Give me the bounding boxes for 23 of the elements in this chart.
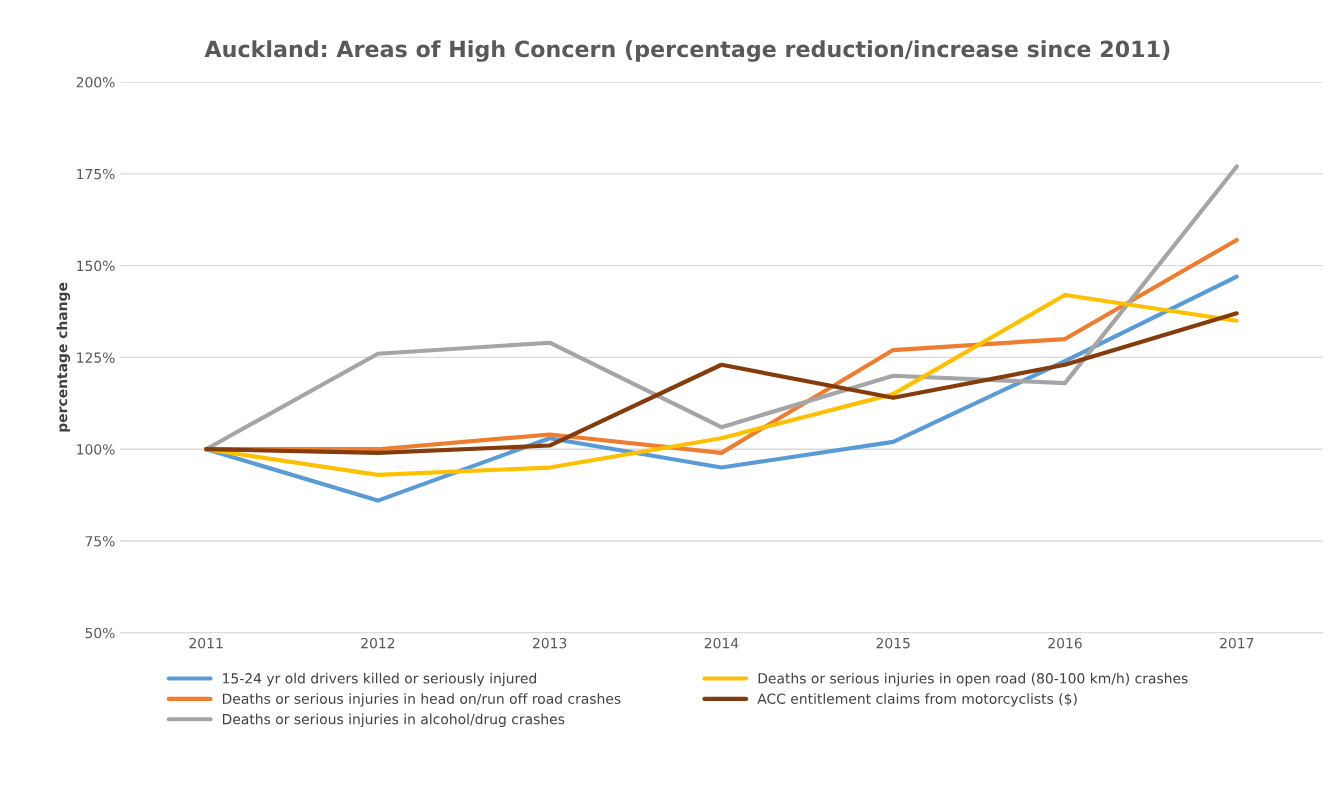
- legend-label: Deaths or serious injuries in head on/run off road crashes: [222, 693, 621, 707]
- x-tick-label: 2015: [876, 637, 910, 649]
- y-tick-label: 50%: [85, 627, 115, 639]
- x-tick-label: 2013: [533, 637, 567, 649]
- y-tick-label: 100%: [77, 444, 115, 455]
- legend-label: Deaths or serious injuries in open road (80-100 km/h) crashes: [758, 672, 1188, 687]
- y-axis-title: percentage change: [56, 282, 71, 432]
- y-tick-label: 125%: [77, 352, 115, 363]
- x-tick-label: 2017: [1220, 637, 1254, 649]
- legend-label: Deaths or serious injuries in alcohol/drug crashes: [222, 713, 565, 728]
- y-tick-label: 175%: [77, 168, 115, 180]
- chart-title: Auckland: Areas of High Concern (percentage reduction/increase since 2011): [204, 40, 1170, 62]
- legend-label: ACC entitlement claims from motorcyclists ($): [757, 693, 1077, 707]
- line-series: [204, 311, 1239, 455]
- x-tick-label: 2012: [361, 637, 395, 649]
- y-tick-label: 75%: [85, 535, 115, 547]
- x-tick-label: 2014: [704, 637, 739, 649]
- line-series: [204, 292, 1239, 477]
- x-tick-label: 2016: [1048, 637, 1082, 649]
- x-tick-label: 2011: [189, 637, 223, 649]
- legend-label: 15-24 yr old drivers killed or seriously injured: [223, 672, 537, 687]
- y-tick-label: 200%: [76, 77, 115, 88]
- y-tick-label: 150%: [77, 260, 115, 272]
